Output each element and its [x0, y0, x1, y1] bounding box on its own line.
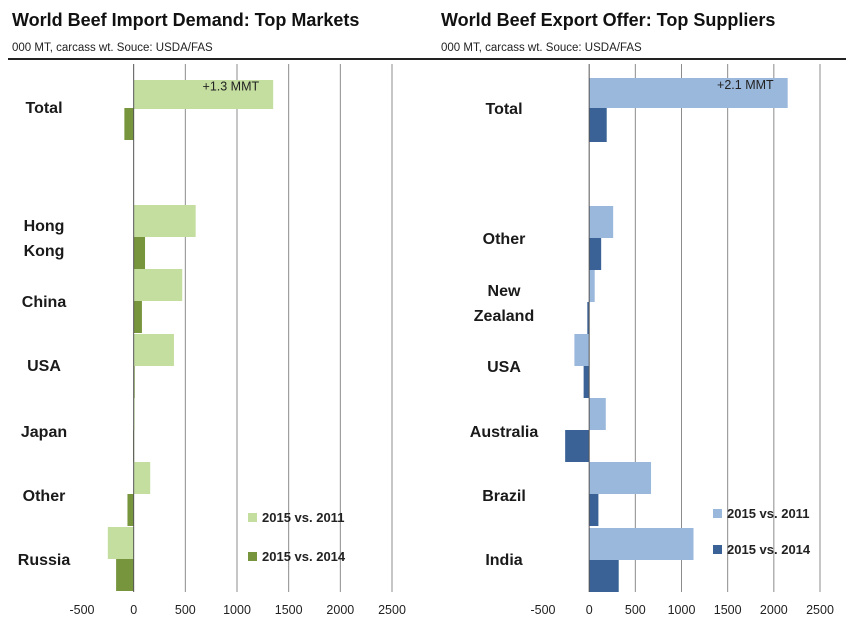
- export-bar-vs2014: [589, 238, 602, 270]
- export-bar-vs2011: [589, 270, 595, 302]
- import-bar-vs2011: [133, 205, 196, 237]
- import-tick-label: 500: [175, 603, 196, 617]
- import-category-label: China: [22, 294, 67, 311]
- export-bar-vs2014: [587, 302, 590, 334]
- export-tick-label: 1500: [714, 603, 742, 617]
- export-category-label: Total: [485, 101, 522, 118]
- import-category-label: Other: [23, 488, 66, 505]
- export-category-label: USA: [487, 359, 521, 376]
- import-bar-vs2014: [133, 301, 142, 333]
- export-bar-vs2014: [589, 494, 599, 526]
- export-tick-label: -500: [530, 603, 555, 617]
- export-category-label: Australia: [470, 424, 539, 441]
- export-category-label: Other: [483, 231, 526, 248]
- export-tick-label: 500: [625, 603, 646, 617]
- export-bar-vs2014: [583, 366, 590, 398]
- right-chart-subtitle: 000 MT, carcass wt. Souce: USDA/FAS: [441, 42, 642, 54]
- import-tick-label: 0: [130, 603, 137, 617]
- import-legend-label: 2015 vs. 2011: [262, 510, 344, 525]
- export-bar-vs2014: [565, 430, 590, 462]
- right-chart-title: World Beef Export Offer: Top Suppliers: [441, 10, 776, 30]
- import-legend-swatch: [248, 552, 257, 561]
- import-category-label: USA: [27, 358, 61, 375]
- export-tick-label: 0: [586, 603, 593, 617]
- left-chart-title: World Beef Import Demand: Top Markets: [12, 10, 360, 30]
- import-legend-swatch: [248, 513, 257, 522]
- import-category-label: Japan: [21, 424, 67, 441]
- import-tick-label: 2500: [378, 603, 406, 617]
- export-bar-vs2011: [589, 462, 652, 494]
- import-tick-label: 1000: [223, 603, 251, 617]
- import-bar-vs2014: [124, 108, 134, 140]
- export-tick-label: 2000: [760, 603, 788, 617]
- export-category-label: India: [485, 552, 522, 569]
- left-chart-subtitle: 000 MT, carcass wt. Souce: USDA/FAS: [12, 42, 213, 54]
- export-tick-label: 2500: [806, 603, 834, 617]
- import-category-label: Kong: [24, 243, 65, 260]
- import-bar-vs2014: [116, 559, 134, 591]
- import-annotation: +1.3 MMT: [203, 80, 260, 94]
- export-category-label: Zealand: [474, 308, 534, 325]
- import-tick-label: 2000: [326, 603, 354, 617]
- import-bar-vs2011: [133, 462, 151, 494]
- import-tick-label: -500: [69, 603, 94, 617]
- import-tick-label: 1500: [275, 603, 303, 617]
- export-legend-label: 2015 vs. 2014: [727, 542, 811, 557]
- export-legend-swatch: [713, 545, 722, 554]
- import-legend-label: 2015 vs. 2014: [262, 549, 346, 564]
- import-bar-vs2014: [127, 494, 134, 526]
- export-bar-vs2011: [574, 334, 590, 366]
- import-category-label: Hong: [24, 218, 65, 235]
- export-bar-vs2014: [589, 108, 607, 142]
- export-tick-label: 1000: [668, 603, 696, 617]
- import-category-label: Russia: [18, 552, 71, 569]
- export-legend-label: 2015 vs. 2011: [727, 506, 809, 521]
- import-bar-vs2014: [133, 237, 146, 269]
- import-bar-vs2011: [107, 527, 134, 559]
- export-bar-vs2011: [589, 206, 614, 238]
- export-bar-vs2011: [589, 528, 694, 560]
- export-bar-vs2014: [589, 560, 619, 592]
- export-annotation: +2.1 MMT: [717, 78, 774, 92]
- export-legend-swatch: [713, 509, 722, 518]
- export-bar-vs2011: [589, 78, 788, 108]
- import-category-label: Total: [25, 100, 62, 117]
- header-rule: [8, 58, 846, 60]
- export-bar-vs2011: [589, 398, 606, 430]
- import-bar-vs2011: [133, 269, 183, 301]
- export-category-label: New: [488, 283, 521, 300]
- export-category-label: Brazil: [482, 488, 526, 505]
- import-bar-vs2011: [133, 80, 274, 109]
- import-bar-vs2011: [133, 334, 174, 366]
